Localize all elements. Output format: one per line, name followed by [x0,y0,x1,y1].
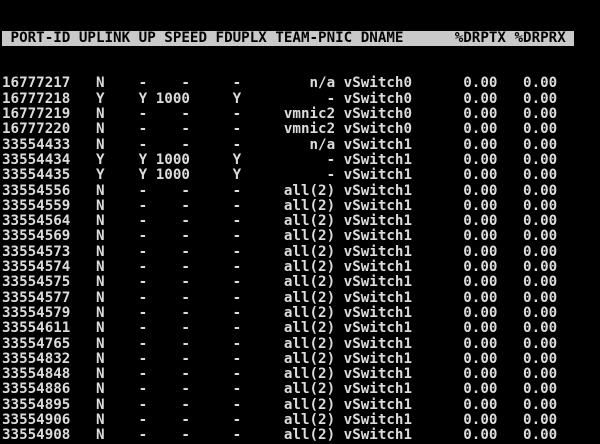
table-row: 16777219 N - - - vmnic2 vSwitch0 0.00 0.… [2,106,558,123]
table-row: 33554433 N - - - n/a vSwitch1 0.00 0.00 [2,136,558,153]
table-row: 16777218 Y Y 1000 Y - vSwitch0 0.00 0.00 [2,90,558,107]
table-row: 33554848 N - - - all(2) vSwitch1 0.00 0.… [2,366,558,383]
table-row: 33554895 N - - - all(2) vSwitch1 0.00 0.… [2,396,558,413]
table-row: 33554886 N - - - all(2) vSwitch1 0.00 0.… [2,381,558,398]
table-row: 33554559 N - - - all(2) vSwitch1 0.00 0.… [2,197,558,214]
table-row: 33554908 N - - - all(2) vSwitch1 0.00 0.… [2,427,558,444]
table-row: 33554577 N - - - all(2) vSwitch1 0.00 0.… [2,289,558,306]
table-row: 33554556 N - - - all(2) vSwitch1 0.00 0.… [2,182,558,199]
table-row: 33554574 N - - - all(2) vSwitch1 0.00 0.… [2,259,558,276]
table-row: 33554569 N - - - all(2) vSwitch1 0.00 0.… [2,228,558,245]
table-row: 33554579 N - - - all(2) vSwitch1 0.00 0.… [2,304,558,321]
table-row: 16777217 N - - - n/a vSwitch0 0.00 0.00 [2,75,558,92]
table-row: 33554575 N - - - all(2) vSwitch1 0.00 0.… [2,274,558,291]
table-row: 33554435 Y Y 1000 Y - vSwitch1 0.00 0.00 [2,167,558,184]
table-header-text: PORT-ID UPLINK UP SPEED FDUPLX TEAM-PNIC… [2,29,575,46]
table-row: 33554832 N - - - all(2) vSwitch1 0.00 0.… [2,350,558,367]
table-row: 33554564 N - - - all(2) vSwitch1 0.00 0.… [2,213,558,230]
table-row: 16777220 N - - - vmnic2 vSwitch0 0.00 0.… [2,121,558,138]
table-row: 33554906 N - - - all(2) vSwitch1 0.00 0.… [2,412,558,429]
table-row: 33554573 N - - - all(2) vSwitch1 0.00 0.… [2,243,558,260]
table-row: 33554434 Y Y 1000 Y - vSwitch1 0.00 0.00 [2,151,558,168]
table-header-row: PORT-ID UPLINK UP SPEED FDUPLX TEAM-PNIC… [2,29,600,46]
table-row: 33554765 N - - - all(2) vSwitch1 0.00 0.… [2,335,558,352]
table-row: 33554611 N - - - all(2) vSwitch1 0.00 0.… [2,320,558,337]
